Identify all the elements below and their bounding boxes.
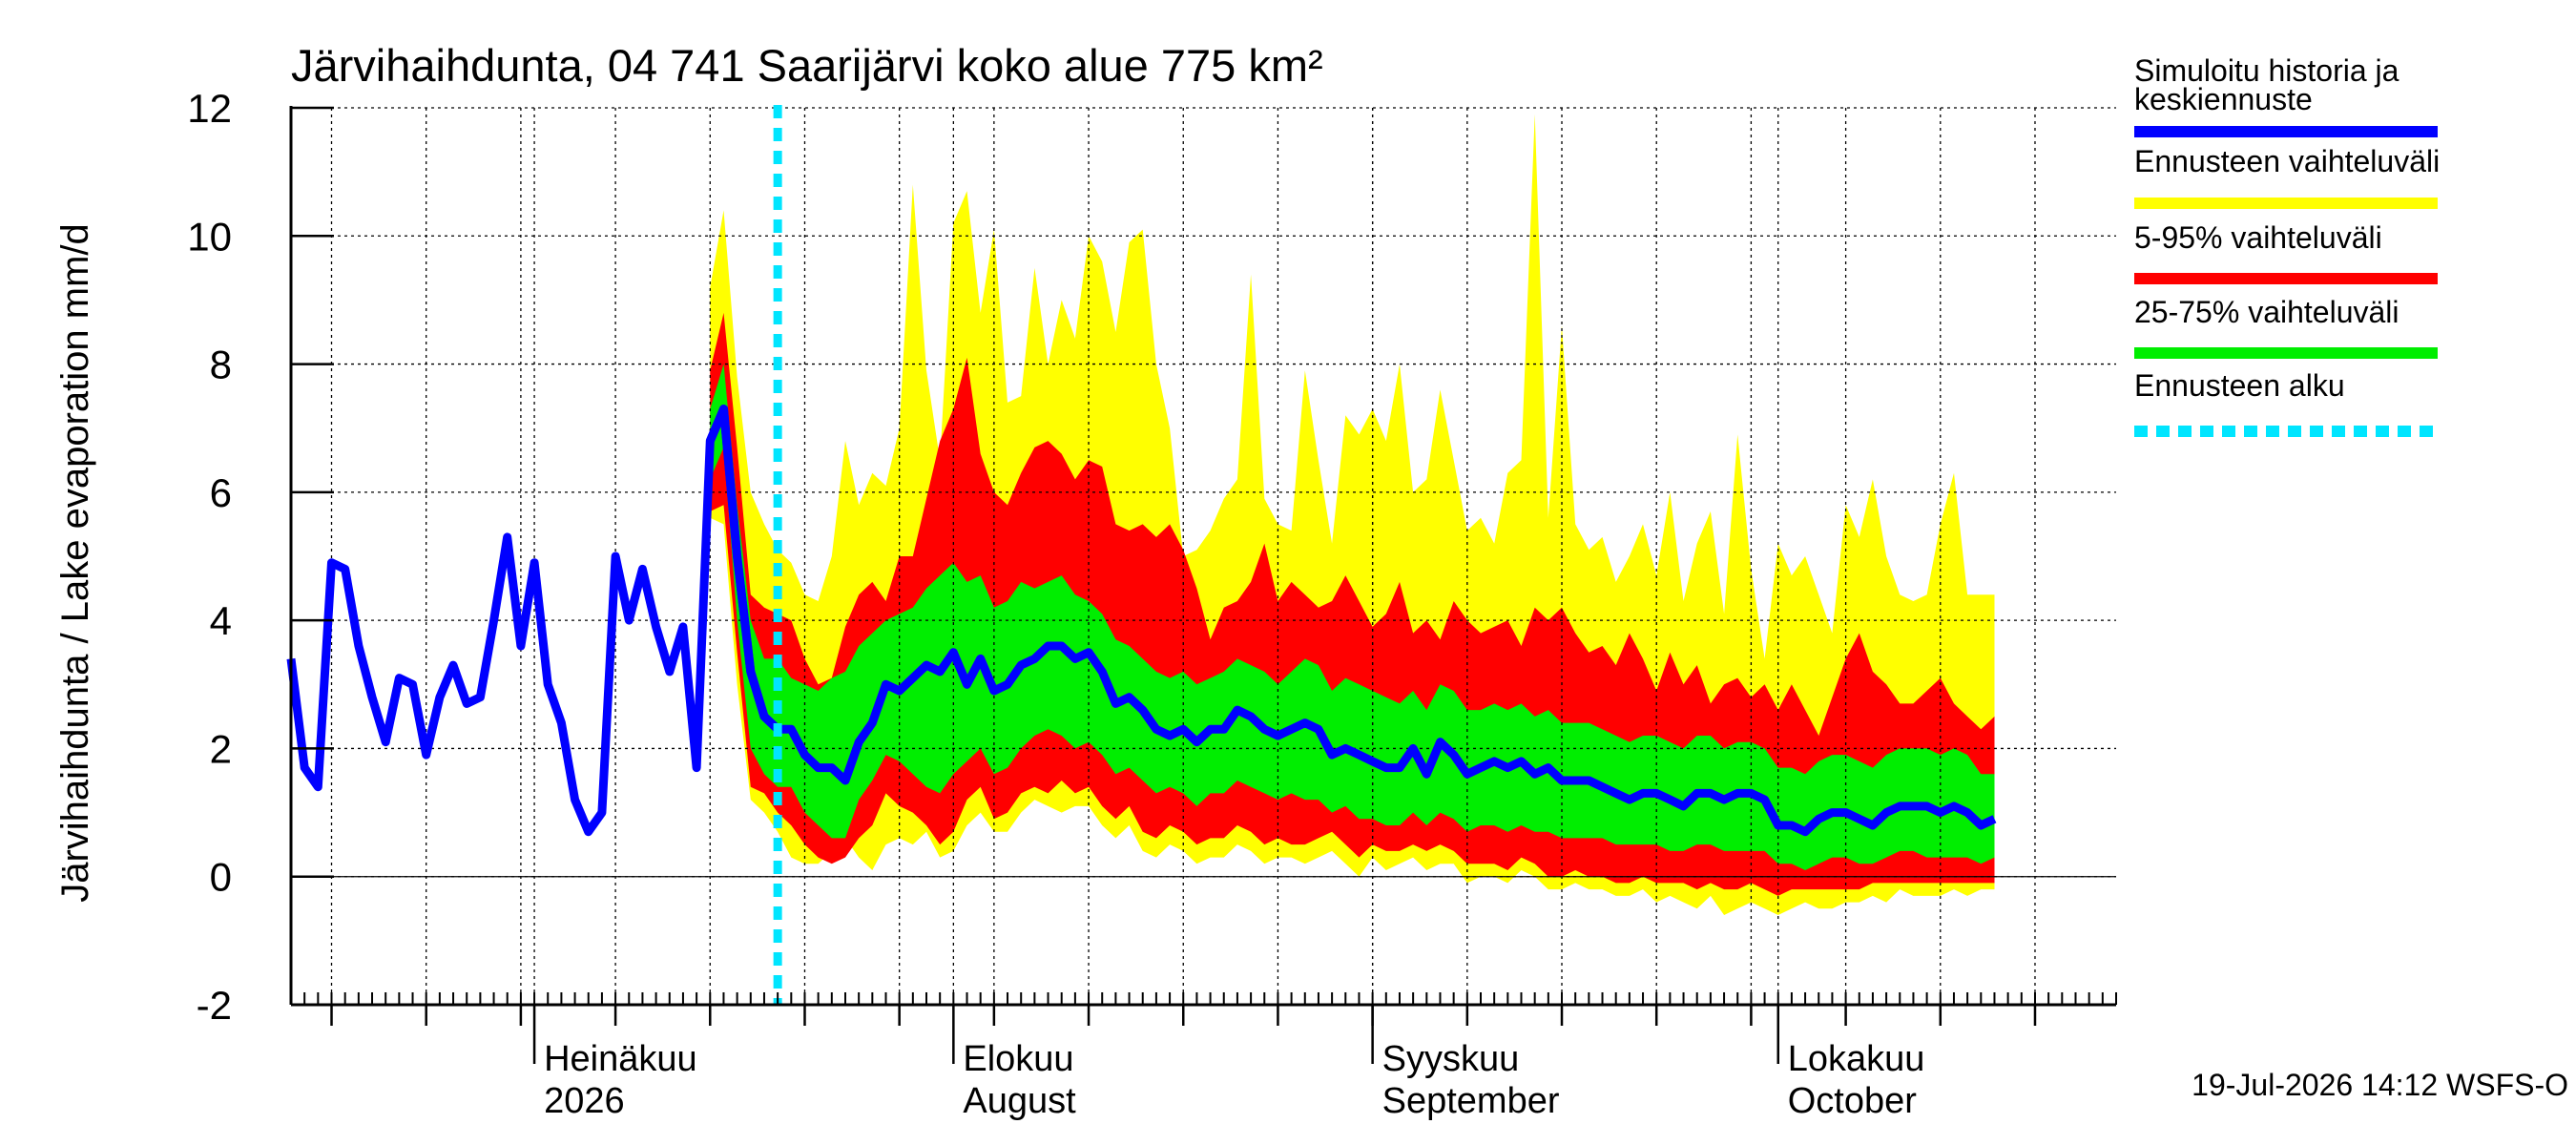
- x-month-label: Heinäkuu: [544, 1039, 697, 1079]
- x-month-sublabel: August: [963, 1081, 1076, 1121]
- legend-label: Simuloitu historia ja: [2134, 53, 2399, 88]
- legend-label: 5-95% vaihteluväli: [2134, 220, 2382, 255]
- y-tick-label: 0: [210, 855, 232, 900]
- forecast-bands: [710, 114, 1995, 915]
- x-month-label: Lokakuu: [1788, 1039, 1925, 1079]
- history-line: [286, 405, 781, 837]
- x-month-sublabel: October: [1788, 1081, 1918, 1121]
- legend-label: Ennusteen vaihteluväli: [2134, 144, 2440, 178]
- grid-lines: [291, 107, 2116, 1006]
- x-month-sublabel: 2026: [544, 1081, 625, 1121]
- x-month-label: Syyskuu: [1382, 1039, 1520, 1079]
- y-tick-label: 12: [187, 86, 232, 131]
- y-axis-label: Järvihaihdunta / Lake evaporation mm/d: [54, 223, 96, 903]
- band-25-75: [710, 364, 1995, 871]
- y-tick-label: 6: [210, 470, 232, 515]
- y-tick-label: 2: [210, 726, 232, 771]
- legend-label-line2: keskiennuste: [2134, 82, 2313, 116]
- median-forecast-line: [706, 405, 1997, 837]
- footer-timestamp: 19-Jul-2026 14:12 WSFS-O: [2192, 1068, 2568, 1102]
- legend-label: Ennusteen alku: [2134, 368, 2345, 403]
- x-month-sublabel: September: [1382, 1081, 1560, 1121]
- series-lines: [286, 105, 1997, 1005]
- chart-title: Järvihaihdunta, 04 741 Saarijärvi koko a…: [291, 40, 1323, 91]
- y-tick-label: 4: [210, 598, 232, 643]
- y-tick-label: 8: [210, 343, 232, 387]
- x-month-label: Elokuu: [963, 1039, 1073, 1079]
- y-tick-label: -2: [197, 983, 232, 1028]
- y-tick-label: 10: [187, 214, 232, 259]
- legend-label: 25-75% vaihteluväli: [2134, 295, 2399, 329]
